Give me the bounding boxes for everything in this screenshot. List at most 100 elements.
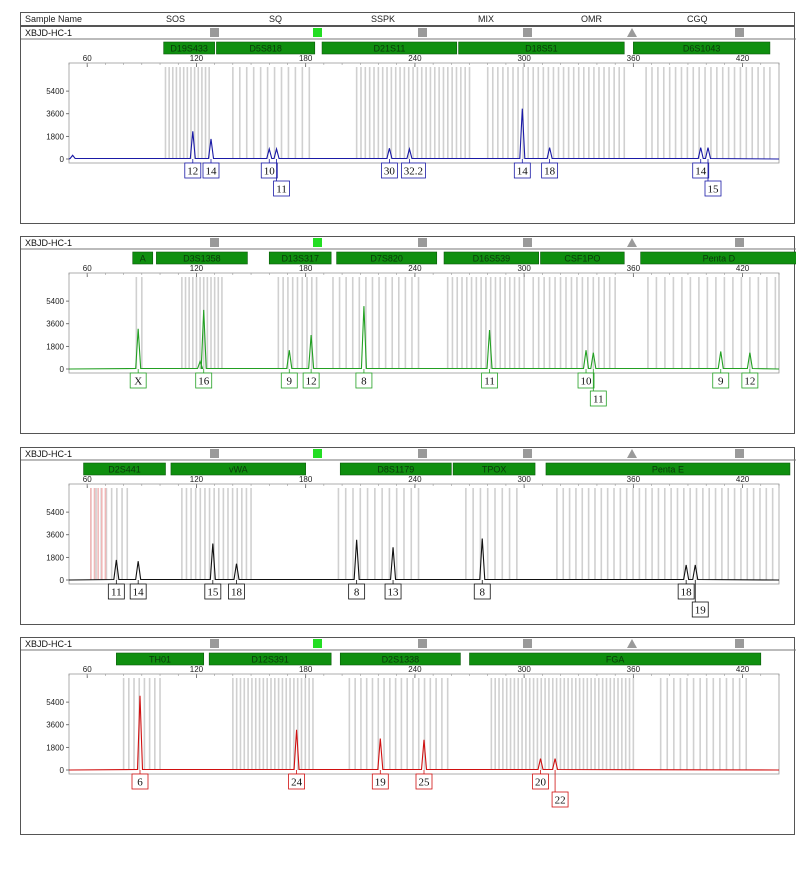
allele-call-label: 22 xyxy=(555,795,566,807)
locus-marker-label: vWA xyxy=(229,465,248,475)
header-col-sos[interactable]: SOS xyxy=(166,14,186,24)
allele-call-box xyxy=(273,180,290,197)
x-tick-label: 120 xyxy=(190,54,204,63)
x-tick-label: 240 xyxy=(408,264,422,273)
quality-flag-triangle xyxy=(627,639,637,648)
allele-call-box xyxy=(184,162,202,179)
allele-call-box xyxy=(228,583,245,600)
quality-flag-gray xyxy=(418,238,427,247)
locus-marker-label: TH01 xyxy=(149,655,171,665)
x-tick-label: 60 xyxy=(83,475,92,484)
signal-trace xyxy=(68,108,780,160)
electropherogram-chart-black: XBJD-HC-1 D2S441 vWA D8S1179 TPOX Penta E 60 12… xyxy=(21,449,796,618)
allele-call-label: 12 xyxy=(744,376,755,388)
allele-call-box xyxy=(348,583,366,600)
y-tick-label: 5400 xyxy=(46,508,64,517)
locus-marker-label: D19S433 xyxy=(170,44,208,54)
allele-call-box xyxy=(691,601,709,618)
quality-flag-gray xyxy=(210,28,219,37)
allele-call-label: 14 xyxy=(206,166,218,178)
x-tick-label: 120 xyxy=(190,665,204,674)
allele-call-box xyxy=(107,583,125,600)
allele-call-label: 15 xyxy=(207,587,219,599)
allele-call-label: 11 xyxy=(484,376,495,388)
x-tick-label: 120 xyxy=(190,264,204,273)
locus-marker-bar xyxy=(339,462,452,476)
electropherogram-chart-blue: XBJD-HC-1 D19S433 D5S818 D21S11 D18S51 D6S104… xyxy=(21,28,796,197)
sample-header-bar: Sample Name SOS SQ SSPK MIX OMR CGQ xyxy=(20,12,795,26)
locus-marker-bar xyxy=(452,462,536,476)
allele-call-box xyxy=(589,390,607,407)
locus-marker-bar xyxy=(443,251,539,265)
y-tick-label: 3600 xyxy=(46,721,64,730)
locus-marker-label: TPOX xyxy=(482,465,507,475)
x-tick-label: 360 xyxy=(627,475,641,484)
allele-call-label: 11 xyxy=(276,184,287,196)
locus-marker-label: D5S818 xyxy=(249,44,282,54)
allele-call-box xyxy=(677,583,695,600)
locus-marker-bar xyxy=(339,652,461,666)
y-tick-label: 1800 xyxy=(46,553,64,562)
sample-name-label: XBJD-HC-1 xyxy=(25,238,72,248)
plot-frame xyxy=(68,272,780,374)
allele-call-label: 11 xyxy=(593,394,604,406)
header-col-mix[interactable]: MIX xyxy=(478,14,495,24)
quality-flag-gray xyxy=(735,639,744,648)
allele-call-label: 18 xyxy=(231,587,243,599)
quality-flag-gray xyxy=(210,238,219,247)
locus-marker-bar xyxy=(83,462,166,476)
header-col-sample-name[interactable]: Sample Name xyxy=(25,14,83,24)
x-tick-label: 240 xyxy=(408,54,422,63)
allele-call-box xyxy=(704,180,722,197)
locus-marker-bar xyxy=(116,652,205,666)
header-col-cgq[interactable]: CGQ xyxy=(687,14,708,24)
plot-frame xyxy=(68,62,780,164)
locus-marker-label: D6S1043 xyxy=(683,44,721,54)
allele-call-label: 14 xyxy=(517,166,529,178)
allele-call-box xyxy=(202,162,220,179)
header-col-sspk[interactable]: SSPK xyxy=(371,14,396,24)
x-tick-label: 360 xyxy=(627,665,641,674)
x-tick-label: 120 xyxy=(190,475,204,484)
quality-flag-gray xyxy=(210,449,219,458)
y-tick-label: 0 xyxy=(60,766,65,775)
allele-call-box xyxy=(302,372,320,389)
header-col-omr[interactable]: OMR xyxy=(581,14,602,24)
locus-marker-label: Penta E xyxy=(652,465,684,475)
locus-marker-bar xyxy=(640,251,796,265)
allele-call-label: X xyxy=(134,376,142,388)
quality-flag-green xyxy=(313,28,322,37)
allele-call-label: 14 xyxy=(133,587,145,599)
quality-flag-gray xyxy=(523,639,532,648)
locus-marker-label: FGA xyxy=(606,655,625,665)
quality-flag-gray xyxy=(523,238,532,247)
plot-frame xyxy=(68,483,780,585)
x-tick-label: 360 xyxy=(627,264,641,273)
y-tick-label: 5400 xyxy=(46,297,64,306)
header-col-sq[interactable]: SQ xyxy=(269,14,283,24)
x-tick-label: 300 xyxy=(517,54,531,63)
electropherogram-panel-green: XBJD-HC-1 A D3S1358 D13S317 D7S820 D16S539 CSF… xyxy=(20,236,796,434)
y-tick-label: 1800 xyxy=(46,132,64,141)
allele-call-box xyxy=(204,583,222,600)
allele-call-label: 12 xyxy=(306,376,317,388)
x-tick-label: 240 xyxy=(408,665,422,674)
x-tick-label: 180 xyxy=(299,665,313,674)
x-tick-label: 360 xyxy=(627,54,641,63)
quality-flag-gray xyxy=(523,449,532,458)
sample-name-label: XBJD-HC-1 xyxy=(25,28,72,38)
locus-marker-bar xyxy=(163,41,215,55)
sample-name-label: XBJD-HC-1 xyxy=(25,639,72,649)
allele-call-box xyxy=(355,372,373,389)
allele-call-box xyxy=(384,583,402,600)
locus-marker-label: D16S539 xyxy=(473,254,511,264)
locus-marker-bar xyxy=(216,41,316,55)
x-tick-label: 180 xyxy=(299,54,313,63)
quality-flag-green xyxy=(313,449,322,458)
allele-call-box xyxy=(473,583,491,600)
locus-marker-bar xyxy=(458,41,625,55)
allele-call-label: 19 xyxy=(695,605,707,617)
allele-call-label: 15 xyxy=(708,184,720,196)
locus-marker-label: A xyxy=(140,254,146,264)
